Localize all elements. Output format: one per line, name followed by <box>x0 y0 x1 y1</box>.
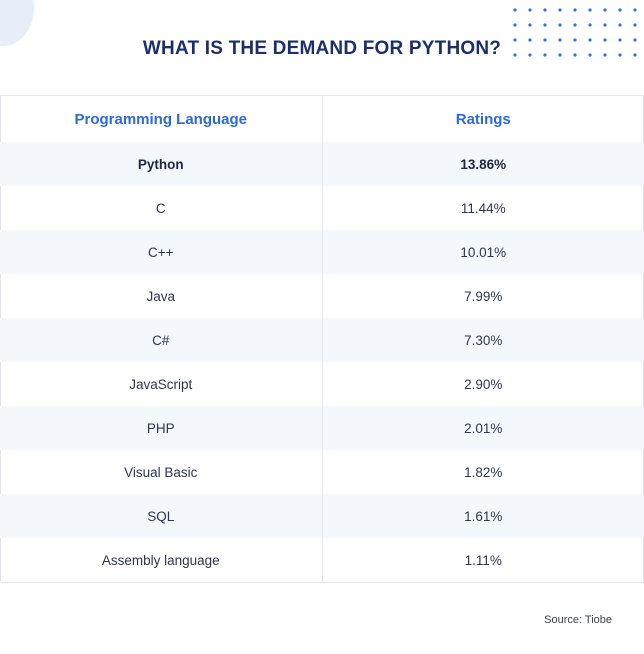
source-note: Source: Tiobe <box>544 614 612 626</box>
table-header-row: Programming Language Ratings <box>0 96 644 142</box>
decorative-dot <box>573 53 577 57</box>
decorative-dot <box>633 8 637 12</box>
column-header-ratings: Ratings <box>455 110 511 128</box>
decorative-dot <box>633 53 637 57</box>
column-header-language: Programming Language <box>0 96 323 142</box>
rating-cell: 10.01% <box>322 230 644 274</box>
language-cell: C <box>0 186 323 230</box>
table-row: JavaScript 2.90% <box>0 362 644 406</box>
decorative-dot <box>603 8 607 12</box>
language-cell: C# <box>0 318 323 362</box>
language-cell: Visual Basic <box>0 450 323 494</box>
decorative-dot <box>573 38 577 42</box>
decorative-dot <box>513 53 517 57</box>
decorative-dot <box>588 23 592 27</box>
table-row: SQL 1.61% <box>0 494 644 538</box>
decorative-dot <box>618 8 622 12</box>
language-cell: C++ <box>0 230 323 274</box>
decorative-dot <box>588 38 592 42</box>
language-cell: Assembly language <box>0 538 323 582</box>
decorative-dot <box>558 53 562 57</box>
table-row: C 11.44% <box>0 186 644 230</box>
decorative-dot <box>528 53 532 57</box>
decorative-dot <box>573 23 577 27</box>
language-cell: PHP <box>0 406 323 450</box>
ratings-table: Programming Language Ratings Python 13.86… <box>0 96 644 582</box>
table-row: PHP 2.01% <box>0 406 644 450</box>
decorative-dot <box>573 8 577 12</box>
decorative-dot <box>558 23 562 27</box>
decorative-dot <box>543 38 547 42</box>
table-row: Visual Basic 1.82% <box>0 450 644 494</box>
page-title: WHAT IS THE DEMAND FOR PYTHON? <box>142 38 502 59</box>
decorative-dot <box>513 8 517 12</box>
rating-cell: 11.44% <box>460 200 506 216</box>
decorative-dot <box>543 53 547 57</box>
rating-cell: 7.30% <box>322 318 644 362</box>
table-row: C++ 10.01% <box>0 230 644 274</box>
decorative-dot <box>513 23 517 27</box>
decorative-dot <box>588 8 592 12</box>
table-row: Python 13.86% <box>0 142 644 186</box>
decorative-dot <box>513 38 517 42</box>
ratings-table-container: Programming Language Ratings Python 13.86… <box>0 95 644 583</box>
decorative-dot <box>603 38 607 42</box>
rating-cell: 7.99% <box>464 288 503 304</box>
rating-cell: 13.86% <box>322 142 644 186</box>
decorative-dot-grid <box>513 8 637 57</box>
decorative-dot <box>528 8 532 12</box>
decorative-dot <box>603 53 607 57</box>
rating-cell: 2.90% <box>464 376 503 392</box>
decorative-dot <box>633 23 637 27</box>
language-cell: JavaScript <box>0 362 323 406</box>
decorative-dot <box>543 8 547 12</box>
rating-cell: 1.82% <box>464 464 503 480</box>
table-row: Assembly language 1.11% <box>0 538 644 582</box>
decorative-dot <box>528 38 532 42</box>
rating-cell: 1.11% <box>464 552 502 568</box>
decorative-dot <box>603 23 607 27</box>
language-cell: Java <box>0 274 323 318</box>
decorative-dot <box>618 23 622 27</box>
table-row: C# 7.30% <box>0 318 644 362</box>
language-cell: SQL <box>0 494 323 538</box>
decorative-dot <box>558 38 562 42</box>
decorative-dot <box>618 38 622 42</box>
table-row: Java 7.99% <box>0 274 644 318</box>
decorative-dot <box>633 38 637 42</box>
decorative-dot <box>558 8 562 12</box>
rating-cell: 1.61% <box>322 494 644 538</box>
decorative-dot <box>543 23 547 27</box>
rating-cell: 2.01% <box>322 406 644 450</box>
language-cell: Python <box>0 142 323 186</box>
decorative-dot <box>618 53 622 57</box>
decorative-dot <box>528 23 532 27</box>
table-body: Python 13.86% C 11.44% C++ 10.01% Java 7.99% C# 7… <box>0 142 644 582</box>
decorative-dot <box>588 53 592 57</box>
